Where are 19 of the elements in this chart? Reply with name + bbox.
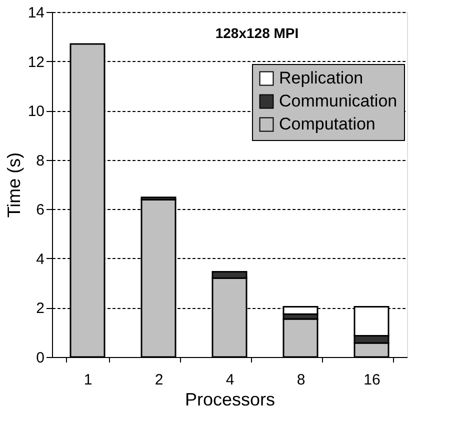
y-tick-label: 8 (36, 152, 44, 170)
legend-label: Replication (279, 68, 364, 88)
y-tick-label: 14 (28, 4, 44, 22)
y-axis-title: Time (s) (4, 152, 24, 218)
x-tick-label: 16 (364, 372, 380, 388)
y-tick-label: 12 (28, 54, 44, 71)
legend-label: Communication (279, 92, 398, 110)
x-tick-label: 4 (226, 372, 234, 388)
x-axis-title: Processors (184, 390, 276, 410)
y-tick-label: 6 (36, 202, 44, 219)
x-tick-label: 2 (154, 372, 164, 388)
text: 128x128 MPI (215, 25, 299, 41)
x-tick-label: 1 (84, 372, 92, 388)
y-tick-label: 0 (36, 350, 44, 366)
y-tick-label: 2 (36, 300, 44, 318)
x-tick-label: 8 (296, 372, 306, 388)
y-tick-label: 10 (28, 103, 44, 120)
y-tick-label: 4 (36, 250, 44, 268)
legend-label: Computation (279, 114, 376, 134)
